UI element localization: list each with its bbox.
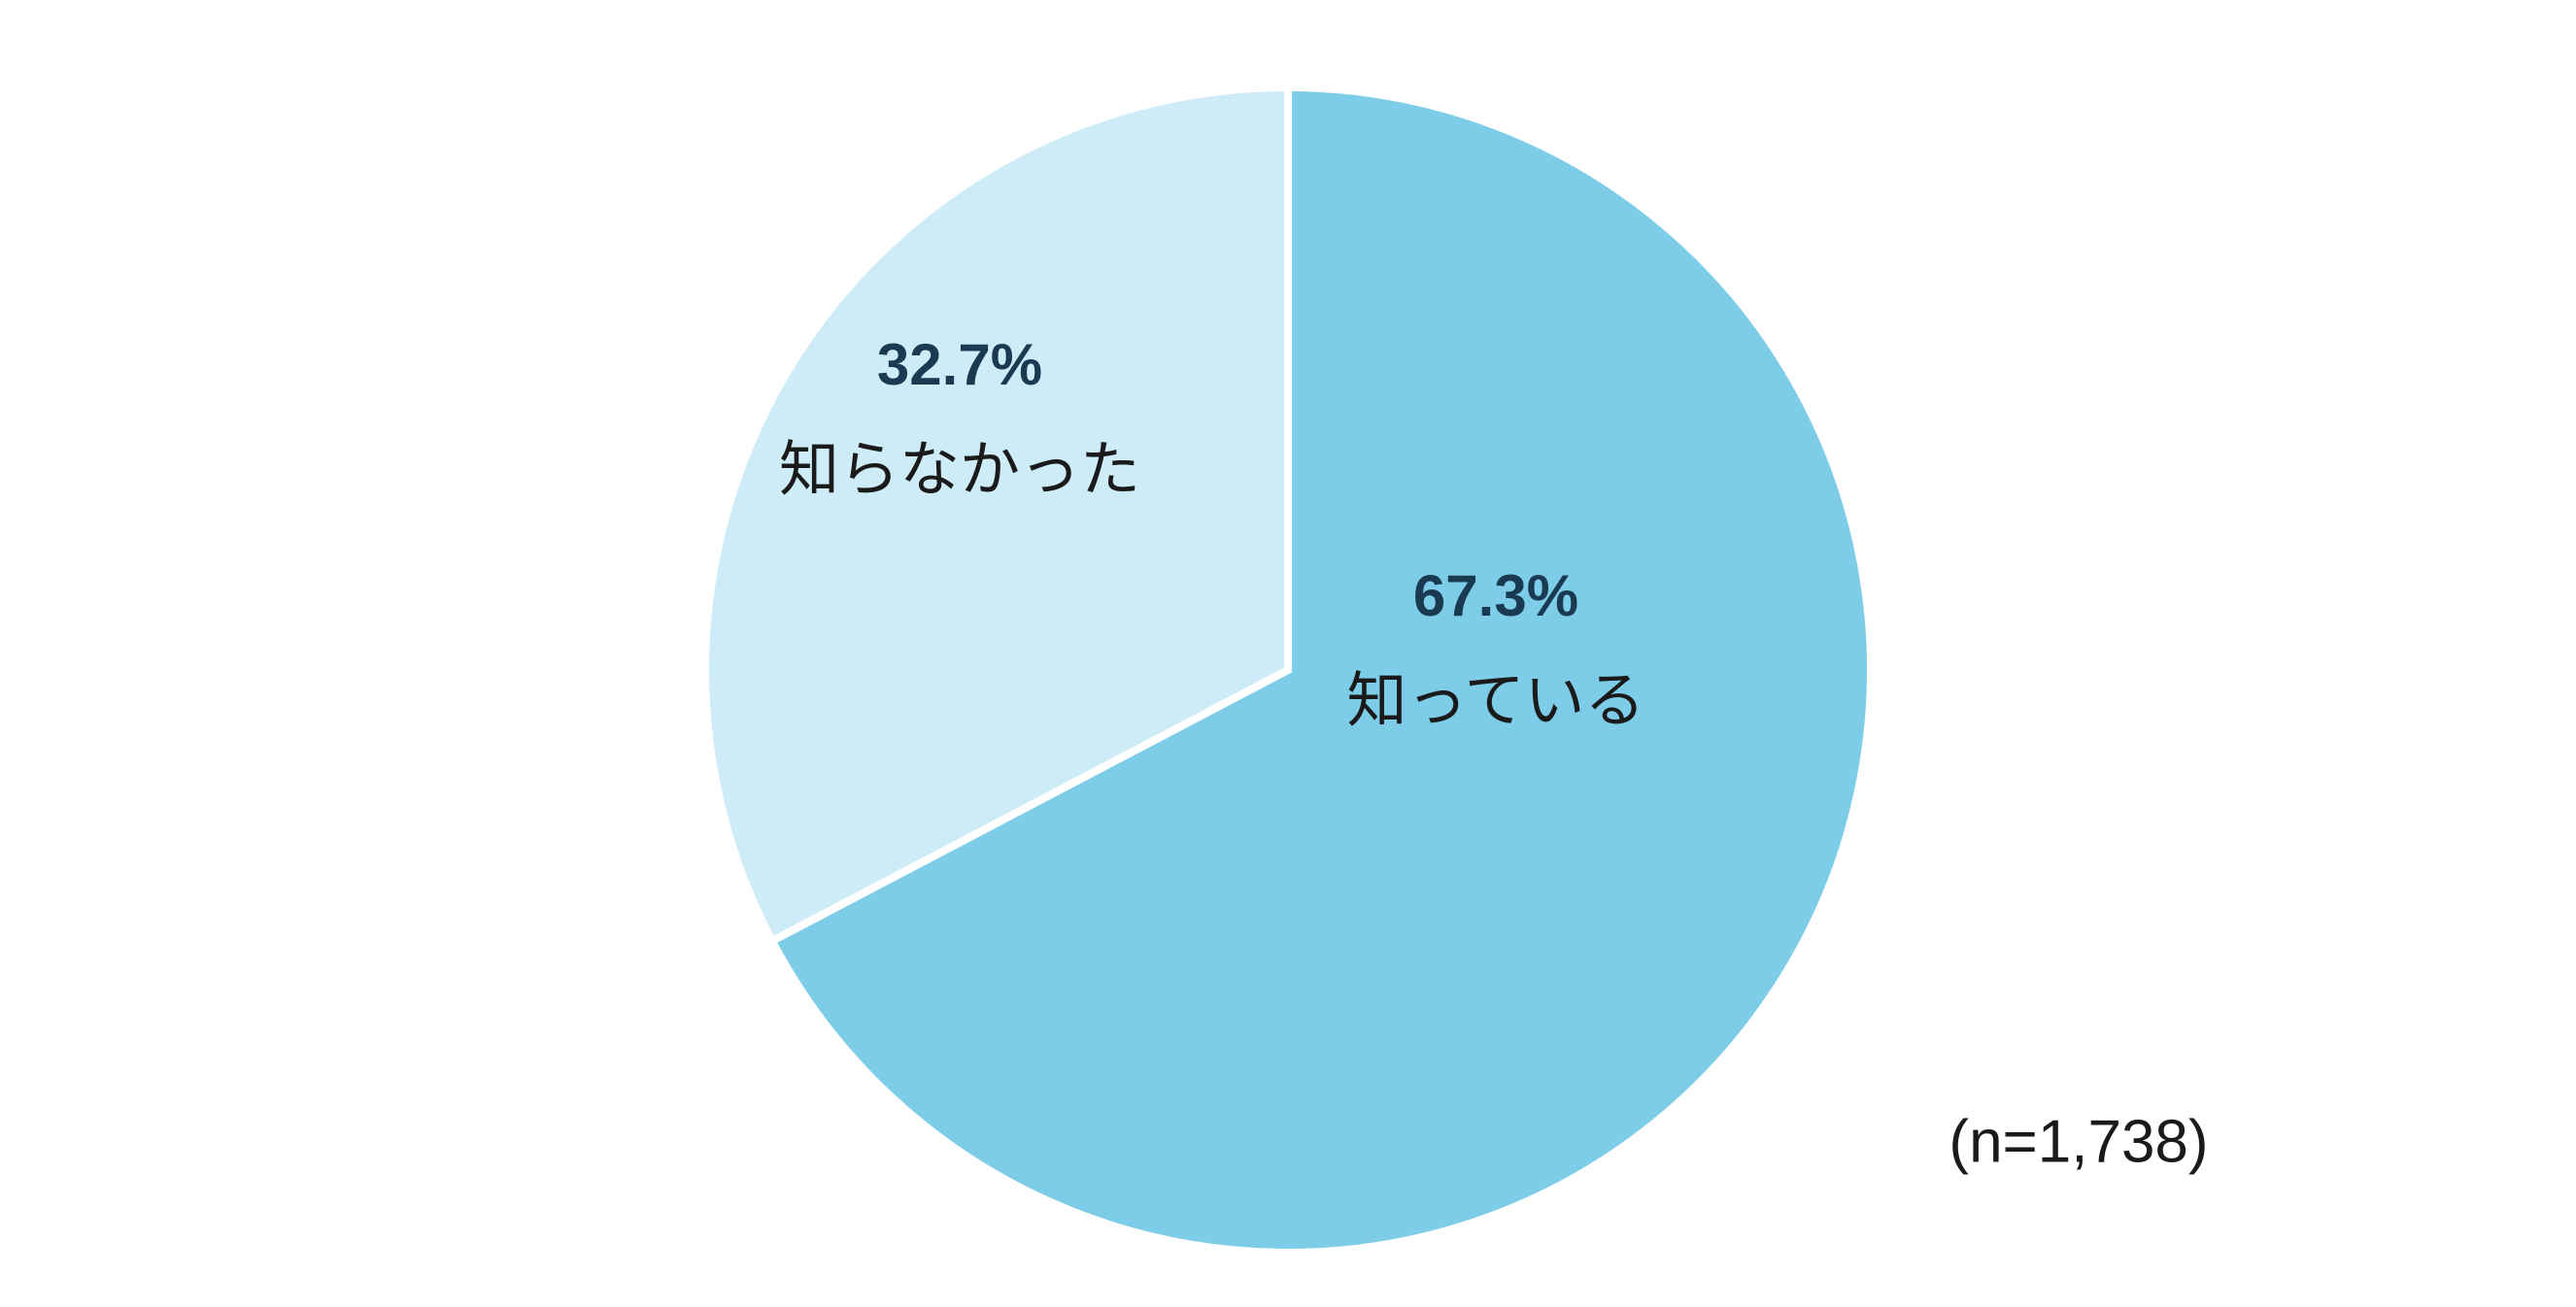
slice-percent-0: 67.3%: [1413, 563, 1578, 628]
pie-chart: 67.3% 知っている 32.7% 知らなかった (n=1,738): [0, 0, 2576, 1307]
slice-percent-1: 32.7%: [877, 332, 1042, 397]
chart-stage: 67.3% 知っている 32.7% 知らなかった (n=1,738): [0, 0, 2576, 1307]
sample-size-note: (n=1,738): [1949, 1108, 2208, 1175]
slice-label-1: 知らなかった: [779, 436, 1140, 503]
slice-label-0: 知っている: [1347, 667, 1645, 734]
